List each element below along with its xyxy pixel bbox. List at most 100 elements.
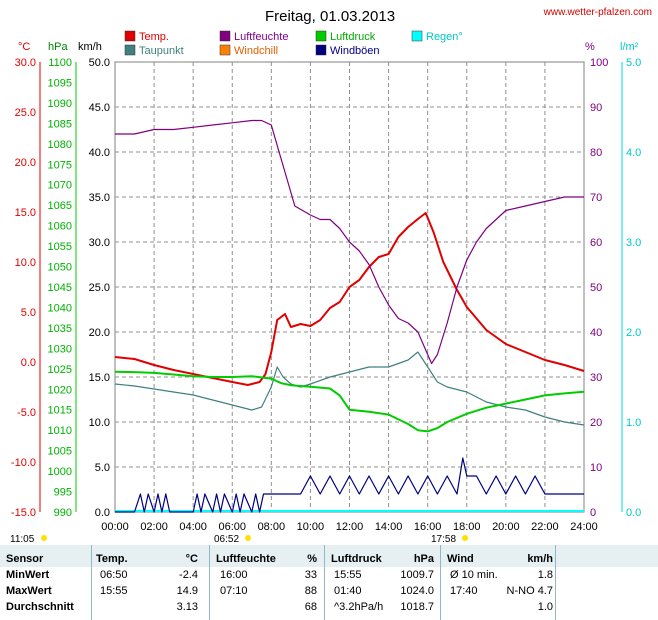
rain-tick-label: 4.0 bbox=[626, 147, 641, 159]
legend-swatch bbox=[315, 44, 327, 56]
x-tick-label: 06:00 bbox=[218, 521, 246, 533]
stats-cell: 1.8 bbox=[537, 569, 553, 581]
stats-cell: km/h bbox=[527, 553, 553, 565]
stats-cell: 1024.0 bbox=[400, 585, 434, 597]
temp-tick-label: -10.0 bbox=[11, 457, 36, 469]
humidity-tick-label: 30 bbox=[590, 372, 602, 384]
temp-tick-label: 5.0 bbox=[21, 307, 36, 319]
pressure-tick-label: 1085 bbox=[48, 118, 72, 130]
x-tick-label: 18:00 bbox=[453, 521, 481, 533]
stats-cell: 15:55 bbox=[100, 585, 128, 597]
x-tick-label: 00:00 bbox=[101, 521, 129, 533]
wind-tick-label: 0.0 bbox=[95, 507, 110, 519]
x-tick-label: 14:00 bbox=[375, 521, 403, 533]
stats-cell: 07:10 bbox=[220, 585, 248, 597]
pressure-tick-label: 1090 bbox=[48, 98, 72, 110]
temp-tick-label: -5.0 bbox=[17, 407, 36, 419]
pressure-tick-label: 1095 bbox=[48, 77, 72, 89]
stats-cell: 68 bbox=[304, 601, 317, 613]
pressure-tick-label: 1060 bbox=[48, 221, 72, 233]
chart-title: Freitag, 01.03.2013 bbox=[265, 8, 395, 25]
pressure-tick-label: 995 bbox=[54, 487, 72, 499]
site-url: www.wetter-pfalzen.com bbox=[543, 7, 652, 18]
stats-column-divider bbox=[209, 545, 210, 620]
x-tick-label: 02:00 bbox=[140, 521, 168, 533]
sun-icon bbox=[41, 535, 47, 541]
pressure-tick-label: 1100 bbox=[48, 57, 72, 69]
rain-tick-label: 3.0 bbox=[626, 237, 641, 249]
x-tick-label: 20:00 bbox=[492, 521, 520, 533]
stats-cell: 88 bbox=[304, 585, 317, 597]
wind-tick-label: 35.0 bbox=[89, 192, 110, 204]
series-taupunkt bbox=[114, 351, 585, 426]
temp-tick-label: 10.0 bbox=[15, 257, 36, 269]
stats-table: Sensor Temp. °C Luftfeuchte% Luftdruck hPa Win… bbox=[0, 545, 658, 620]
wind-tick-label: 50.0 bbox=[89, 57, 110, 69]
legend-label: Regen° bbox=[426, 31, 463, 43]
wind-tick-label: 15.0 bbox=[89, 372, 110, 384]
series-temp bbox=[114, 212, 585, 386]
pressure-tick-label: 1050 bbox=[48, 262, 72, 274]
pressure-tick-label: 1035 bbox=[48, 323, 72, 335]
stats-cell: 3.13 bbox=[176, 601, 198, 613]
temp-tick-label: 15.0 bbox=[15, 207, 36, 219]
stats-cell: % bbox=[307, 553, 317, 565]
pressure-unit-label: hPa bbox=[48, 41, 68, 53]
stats-cell: N-NO 4.7 bbox=[506, 585, 553, 597]
stats-column-divider bbox=[440, 545, 441, 620]
sun-time-label: 17:58 bbox=[431, 534, 456, 545]
stats-cell: 15:55 bbox=[334, 569, 362, 581]
x-tick-label: 22:00 bbox=[531, 521, 559, 533]
stats-cell: hPa bbox=[413, 553, 434, 565]
pressure-tick-label: 1075 bbox=[48, 159, 72, 171]
stats-cell: 16:00 bbox=[220, 569, 248, 581]
stats-cell: Durchschnitt bbox=[6, 601, 74, 613]
temp-tick-label: 25.0 bbox=[15, 107, 36, 119]
x-tick-label: 16:00 bbox=[414, 521, 442, 533]
wind-tick-label: 25.0 bbox=[89, 282, 110, 294]
series-luftfeuchte bbox=[115, 119, 584, 365]
stats-header-bar bbox=[0, 545, 658, 567]
pressure-tick-label: 1065 bbox=[48, 200, 72, 212]
humidity-tick-label: 70 bbox=[590, 192, 602, 204]
stats-cell: 17:40 bbox=[450, 585, 478, 597]
humidity-tick-label: 10 bbox=[590, 462, 602, 474]
stats-cell: 01:40 bbox=[334, 585, 362, 597]
stats-column-divider bbox=[91, 545, 92, 620]
pressure-tick-label: 1000 bbox=[48, 466, 72, 478]
temp-tick-label: 0.0 bbox=[21, 357, 36, 369]
x-tick-label: 12:00 bbox=[336, 521, 364, 533]
wind-tick-label: 10.0 bbox=[89, 417, 110, 429]
stats-cell: MaxWert bbox=[6, 585, 52, 597]
legend-swatch bbox=[124, 30, 136, 42]
humidity-tick-label: 20 bbox=[590, 417, 602, 429]
rain-tick-label: 5.0 bbox=[626, 57, 641, 69]
stats-cell: Luftfeuchte bbox=[216, 553, 276, 565]
temp-tick-label: 30.0 bbox=[15, 57, 36, 69]
pressure-tick-label: 1020 bbox=[48, 384, 72, 396]
series-windben bbox=[115, 457, 584, 513]
stats-cell: 06:50 bbox=[100, 569, 128, 581]
stats-cell: ^3.2hPa/h bbox=[334, 601, 384, 613]
humidity-tick-label: 0 bbox=[590, 507, 596, 519]
wind-unit-label: km/h bbox=[78, 41, 102, 53]
x-tick-label: 10:00 bbox=[297, 521, 325, 533]
temp-tick-label: -15.0 bbox=[11, 507, 36, 519]
pressure-tick-label: 1030 bbox=[48, 343, 72, 355]
stats-cell: 14.9 bbox=[176, 585, 198, 597]
stats-cell: Wind bbox=[447, 553, 474, 565]
legend-label: Luftdruck bbox=[330, 31, 376, 43]
pressure-tick-label: 1015 bbox=[48, 405, 72, 417]
legend-swatch bbox=[411, 30, 423, 42]
x-tick-label: 08:00 bbox=[258, 521, 286, 533]
stats-cell: Sensor bbox=[6, 553, 44, 565]
legend-swatch bbox=[219, 44, 231, 56]
legend-swatch bbox=[124, 44, 136, 56]
humidity-tick-label: 60 bbox=[590, 237, 602, 249]
stats-cell: MinWert bbox=[6, 569, 50, 581]
wind-tick-label: 20.0 bbox=[89, 327, 110, 339]
sun-icon bbox=[245, 535, 251, 541]
legend-label: Windböen bbox=[330, 45, 380, 57]
stats-cell: Ø 10 min. bbox=[450, 569, 498, 581]
sun-time-label: 06:52 bbox=[214, 534, 239, 545]
